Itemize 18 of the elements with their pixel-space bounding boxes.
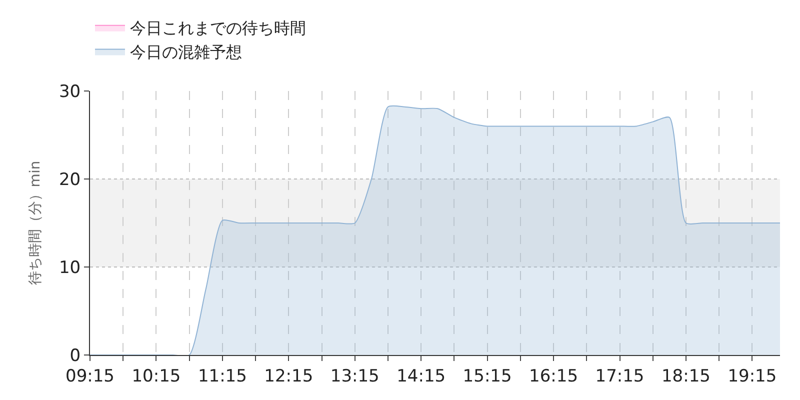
legend-label: 今日これまでの待ち時間 [130, 18, 306, 38]
x-tick-label: 14:15 [396, 366, 446, 386]
y-tick-label: 20 [58, 170, 81, 190]
x-tick-label: 13:15 [330, 366, 380, 386]
x-tick-label: 17:15 [595, 366, 644, 386]
x-tick-label: 10:15 [132, 366, 181, 386]
y-tick-label: 10 [58, 258, 81, 278]
x-tick-label: 09:15 [66, 366, 114, 386]
x-tick-label: 16:15 [529, 366, 578, 386]
legend-label: 今日の混雑予想 [130, 42, 242, 62]
y-tick-label: 30 [58, 82, 81, 102]
y-tick-label: 0 [70, 346, 81, 366]
x-tick-label: 19:15 [728, 366, 777, 386]
x-tick-label: 15:15 [462, 366, 512, 386]
y-axis-title: 待ち時間（分）min [28, 160, 44, 286]
x-tick-label: 11:15 [198, 366, 247, 386]
x-tick-label: 12:15 [264, 366, 314, 386]
x-tick-label: 18:15 [661, 366, 710, 386]
